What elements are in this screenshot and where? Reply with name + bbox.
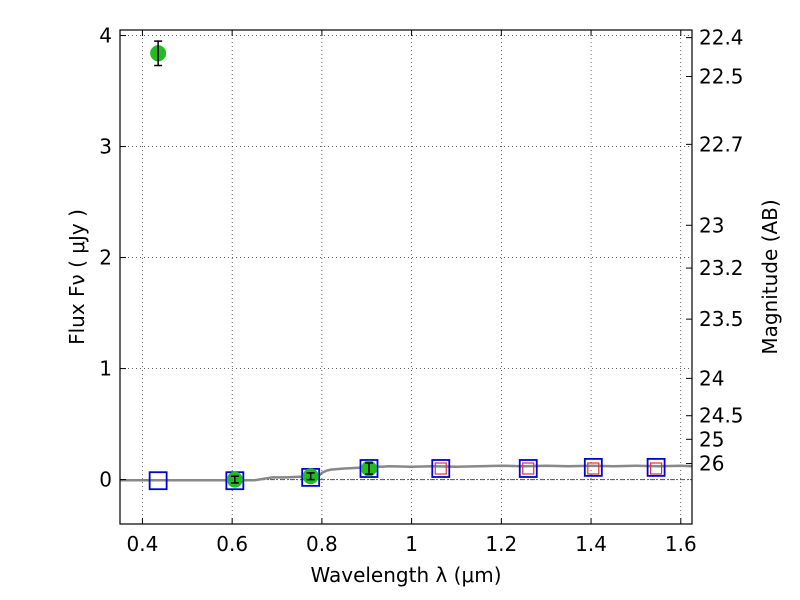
square-marker [434, 462, 447, 475]
square-marker [650, 462, 663, 475]
series-layer [120, 40, 693, 491]
plot-background [120, 30, 692, 524]
square-marker [587, 462, 600, 475]
y2-tick-label: 22.7 [699, 132, 744, 156]
x-tick-label: 0.6 [216, 532, 248, 556]
y2-tick-label: 25 [699, 427, 724, 451]
x-tick-label: 1.6 [665, 532, 697, 556]
y-tick-label: 0 [99, 468, 112, 492]
y2-tick-label: 24.5 [699, 404, 744, 428]
y2-axis-label: Magnitude (AB) [758, 199, 782, 354]
square-marker [522, 462, 535, 475]
x-tick-label: 1 [405, 532, 418, 556]
y-tick-label: 4 [99, 24, 112, 48]
square-marker [646, 457, 666, 477]
y-tick-label: 2 [99, 246, 112, 270]
square-marker [359, 459, 379, 478]
x-tick-label: 1.2 [485, 532, 517, 556]
y-tick-label: 1 [99, 357, 112, 381]
y2-tick-label: 22.4 [699, 26, 744, 50]
model-spectrum-line [120, 464, 693, 482]
x-tick-label: 0.8 [306, 532, 338, 556]
y-axis: 0 1 2 3 4 [99, 24, 126, 492]
square-marker [148, 471, 168, 491]
x-axis: 0.4 0.6 0.8 1 1.2 1.4 1.6 [127, 30, 697, 556]
square-marker [431, 459, 451, 478]
x-axis-label: Wavelength λ (μm) [310, 563, 501, 587]
y2-tick-label: 23 [699, 213, 724, 237]
y-axis-label: Flux Fν ( μJy ) [65, 209, 89, 345]
x-tick-label: 0.4 [127, 532, 159, 556]
y2-tick-label: 24 [699, 366, 724, 390]
y2-tick-label: 26 [699, 452, 724, 476]
square-marker [518, 459, 538, 478]
y2-tick-label: 23.2 [699, 256, 744, 280]
square-marker [583, 457, 603, 477]
y2-tick-label: 22.5 [699, 65, 744, 89]
x-tick-label: 1.4 [575, 532, 607, 556]
plot-frame [119, 29, 693, 525]
grid [120, 30, 692, 524]
y2-tick-label: 23.5 [699, 307, 744, 331]
y-tick-label: 3 [99, 135, 112, 159]
